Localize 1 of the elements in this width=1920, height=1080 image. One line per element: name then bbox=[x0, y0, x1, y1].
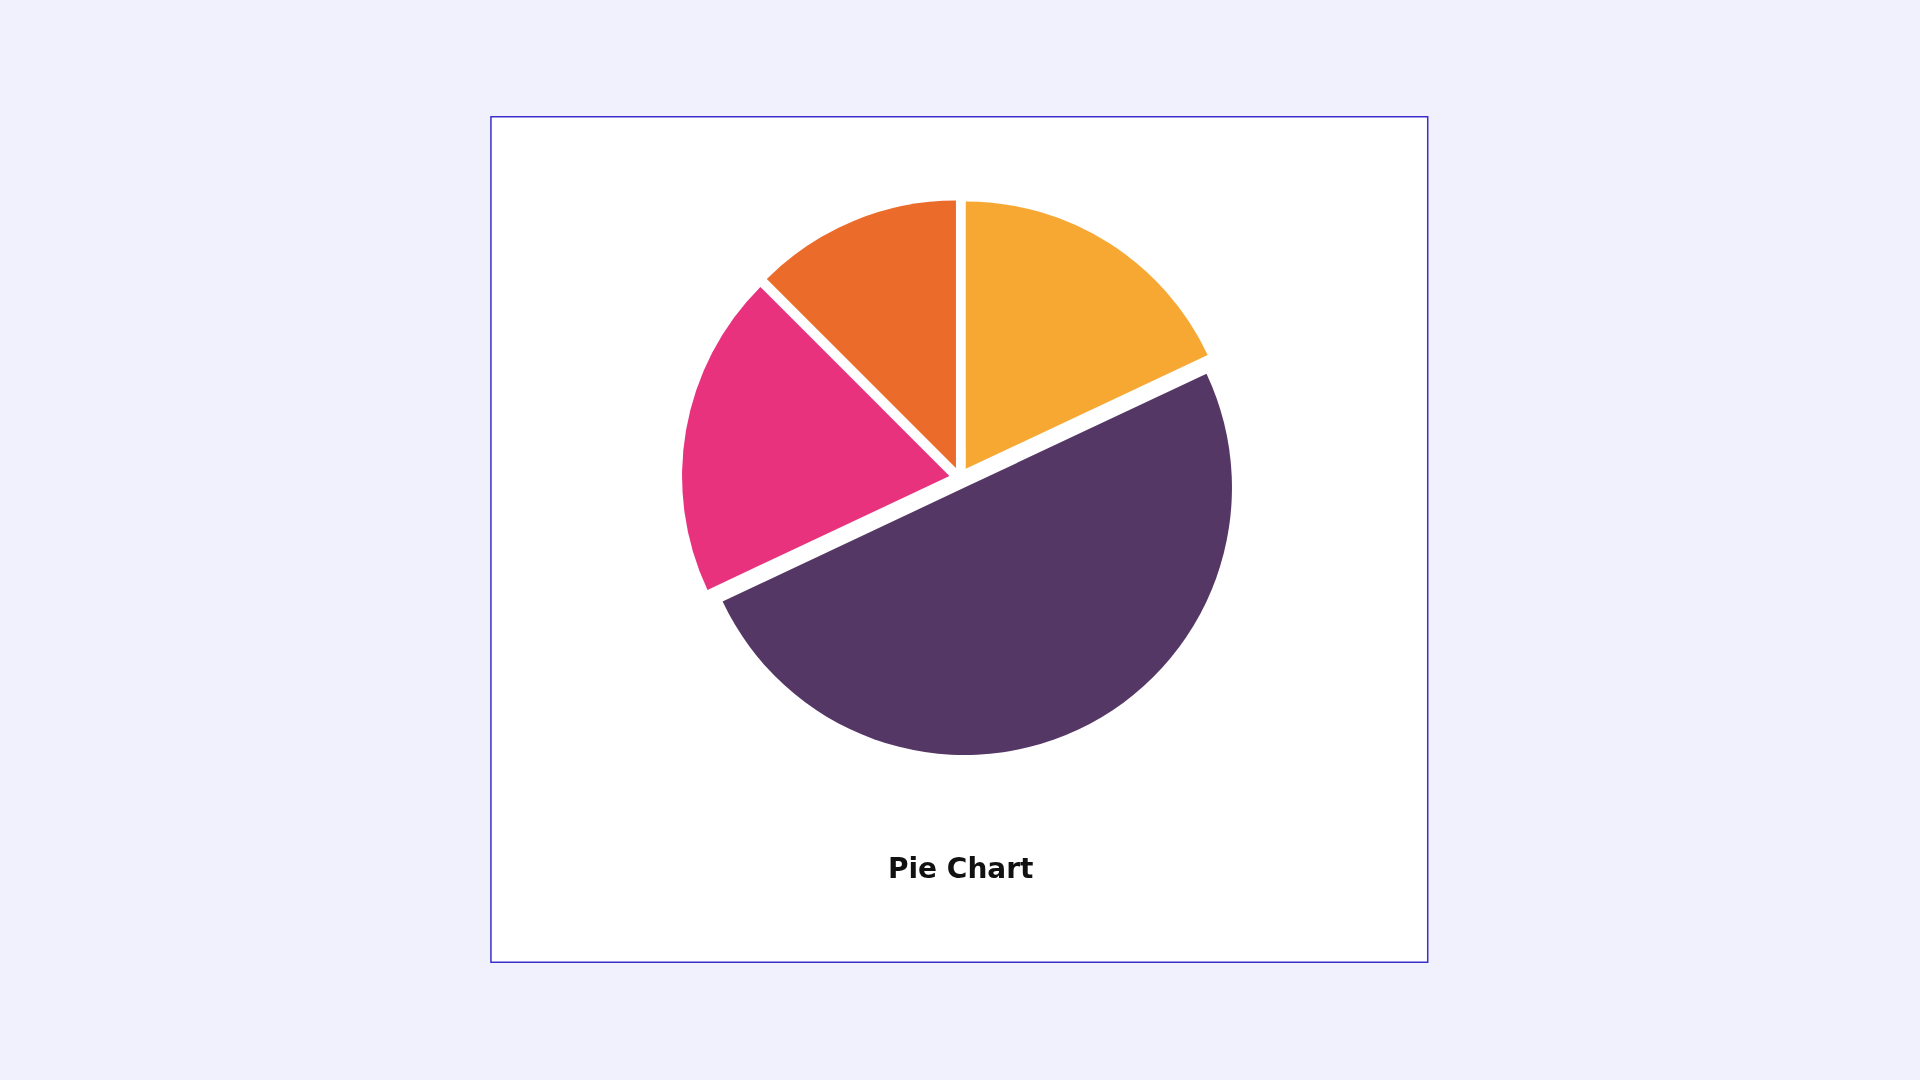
text: Pie Chart bbox=[888, 852, 1034, 885]
